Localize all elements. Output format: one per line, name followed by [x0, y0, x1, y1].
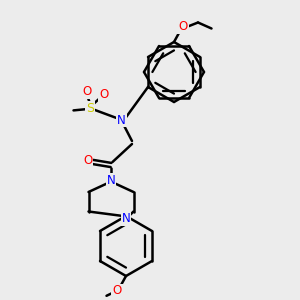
Text: S: S	[86, 101, 94, 115]
Text: N: N	[122, 212, 130, 226]
Text: O: O	[82, 85, 91, 98]
Text: N: N	[106, 173, 116, 187]
Text: O: O	[99, 88, 108, 101]
Text: O: O	[112, 284, 122, 298]
Text: N: N	[117, 113, 126, 127]
Text: O: O	[178, 20, 188, 34]
Text: O: O	[83, 154, 92, 167]
